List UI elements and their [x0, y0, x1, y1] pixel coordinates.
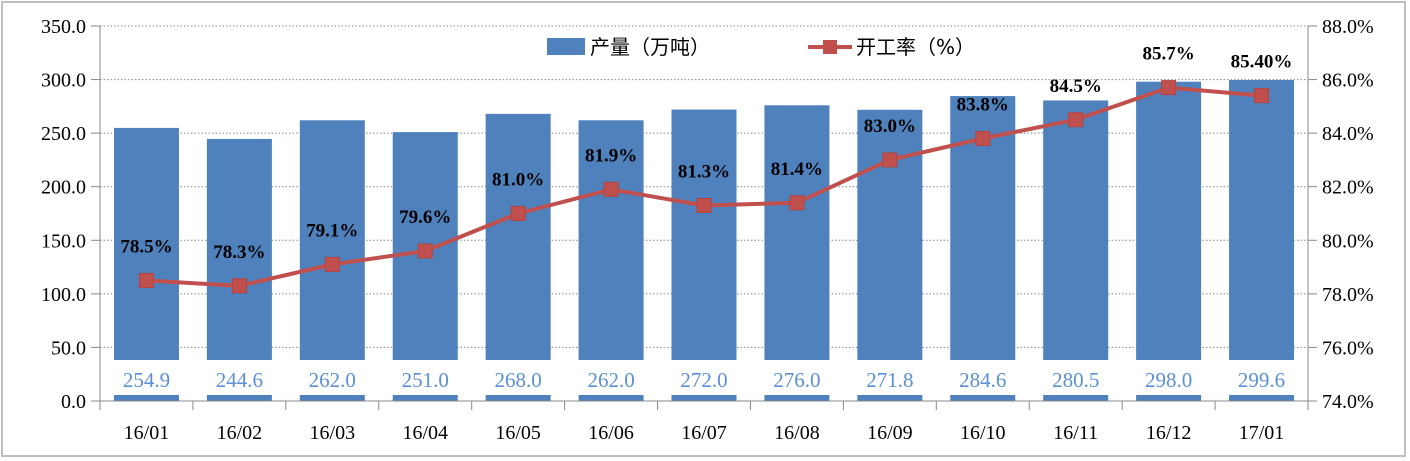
left-tick-label: 250.0	[41, 123, 86, 145]
bar-label-background	[484, 360, 553, 395]
bar	[1043, 100, 1109, 401]
left-tick-label: 100.0	[41, 284, 86, 306]
bar	[485, 113, 551, 401]
line-data-label: 81.0%	[492, 170, 544, 191]
line-marker	[417, 243, 433, 259]
line-marker	[324, 256, 340, 272]
right-tick-label: 84.0%	[1322, 123, 1374, 145]
line-data-label: 83.8%	[957, 95, 1009, 116]
line-data-label: 84.5%	[1050, 76, 1102, 97]
line-marker	[231, 278, 247, 294]
line-marker	[603, 181, 619, 197]
x-tick-label: 16/06	[588, 422, 634, 444]
legend-line-marker	[823, 40, 837, 54]
bar-data-label: 254.9	[123, 368, 170, 392]
bar	[950, 96, 1016, 402]
bar-label-background	[112, 360, 181, 395]
line-marker	[138, 272, 154, 288]
line-marker	[1254, 88, 1270, 104]
bar-data-label: 268.0	[495, 368, 542, 392]
line-marker	[789, 195, 805, 211]
line-marker	[510, 206, 526, 221]
left-tick-label: 300.0	[41, 70, 86, 92]
bar-data-label: 298.0	[1145, 368, 1192, 392]
x-tick-label: 16/10	[960, 422, 1006, 444]
line-data-label: 81.3%	[678, 161, 730, 182]
bar	[578, 120, 644, 402]
line-data-label: 79.6%	[399, 207, 451, 228]
right-tick-label: 78.0%	[1322, 284, 1374, 306]
x-tick-label: 16/07	[681, 422, 727, 444]
bar-data-label: 271.8	[866, 368, 913, 392]
line-data-label: 81.4%	[771, 159, 823, 180]
bar-label-background	[855, 360, 924, 395]
x-tick-label: 16/05	[495, 422, 541, 444]
bar-data-label: 284.6	[959, 368, 1006, 392]
bar-label-background	[1041, 360, 1110, 395]
bar	[206, 138, 272, 401]
line-marker	[1161, 80, 1177, 96]
line-data-label: 83.0%	[864, 116, 916, 137]
line-marker	[975, 131, 991, 146]
bar	[113, 127, 179, 402]
right-tick-label: 86.0%	[1322, 70, 1374, 92]
x-tick-label: 16/01	[124, 422, 170, 444]
bar-label-background	[1227, 360, 1296, 395]
bar	[764, 105, 830, 402]
x-tick-label: 16/03	[310, 422, 356, 444]
bar-data-label: 262.0	[309, 368, 356, 392]
bar	[1229, 80, 1295, 401]
right-tick-label: 80.0%	[1322, 230, 1374, 252]
legend-bar-swatch	[547, 38, 585, 55]
bar-label-background	[391, 360, 460, 395]
line-data-label: 78.5%	[120, 236, 172, 257]
bar-label-background	[577, 360, 646, 395]
line-data-label: 81.9%	[585, 145, 637, 166]
bar-data-label: 244.6	[216, 368, 263, 392]
x-tick-label: 16/08	[774, 422, 820, 444]
legend-line-label: 开工率（%）	[856, 35, 975, 59]
bar	[671, 109, 737, 402]
left-tick-label: 0.0	[61, 391, 86, 413]
bar-data-label: 251.0	[402, 368, 449, 392]
line-data-label: 85.40%	[1231, 52, 1293, 73]
bar	[392, 132, 458, 402]
bar	[1136, 81, 1202, 401]
line-data-label: 85.7%	[1142, 44, 1194, 65]
left-tick-label: 150.0	[41, 230, 86, 252]
bar-data-label: 262.0	[587, 368, 634, 392]
bar-label-background	[670, 360, 738, 395]
bar-label-background	[762, 360, 831, 395]
bar-label-background	[205, 360, 274, 395]
line-marker	[882, 152, 898, 168]
bar-data-label: 272.0	[680, 368, 727, 392]
right-tick-label: 74.0%	[1322, 391, 1374, 413]
x-tick-label: 17/01	[1239, 422, 1285, 444]
bar-label-background	[298, 360, 367, 395]
legend-bar-label: 产量（万吨）	[590, 35, 710, 59]
right-tick-label: 76.0%	[1322, 337, 1374, 359]
x-tick-label: 16/11	[1053, 422, 1098, 444]
right-tick-label: 88.0%	[1322, 16, 1374, 38]
x-tick-label: 16/09	[867, 422, 913, 444]
bar-data-label: 280.5	[1052, 368, 1099, 392]
bar-label-background	[948, 360, 1017, 395]
bar-data-label: 276.0	[773, 368, 820, 392]
line-marker	[696, 197, 712, 213]
bar-data-label: 299.6	[1238, 368, 1285, 392]
left-tick-label: 350.0	[41, 16, 86, 38]
x-tick-label: 16/04	[402, 422, 448, 444]
x-tick-label: 16/12	[1146, 422, 1192, 444]
line-data-label: 79.1%	[306, 220, 358, 241]
line-data-label: 78.3%	[213, 242, 265, 263]
line-marker	[1068, 112, 1084, 128]
right-tick-label: 82.0%	[1322, 177, 1374, 199]
bar-label-background	[1134, 360, 1203, 395]
left-tick-label: 200.0	[41, 177, 86, 199]
x-tick-label: 16/02	[217, 422, 263, 444]
left-tick-label: 50.0	[51, 337, 86, 359]
